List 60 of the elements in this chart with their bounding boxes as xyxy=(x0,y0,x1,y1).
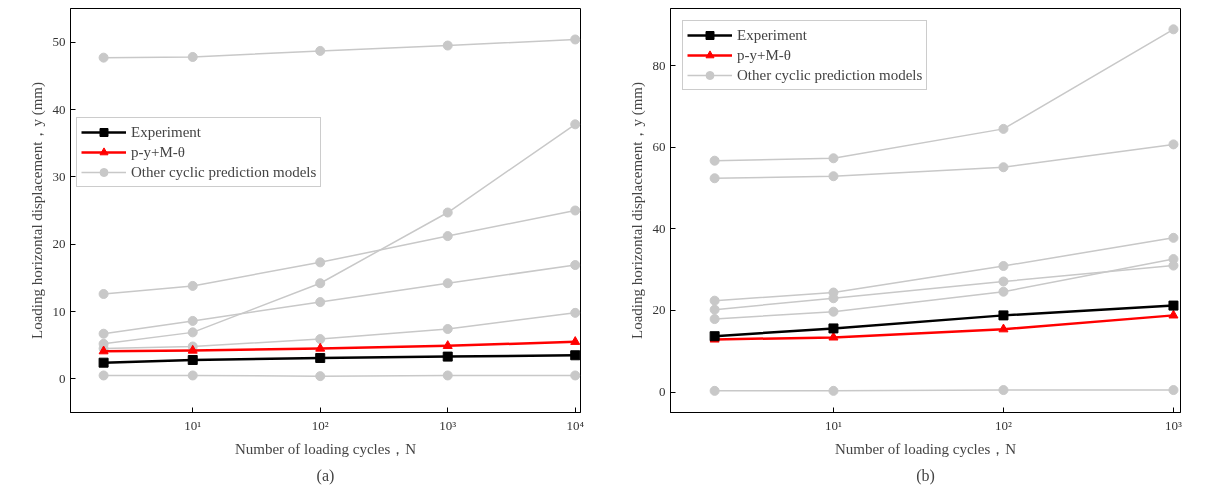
y-tick-label: 0 xyxy=(59,370,66,386)
point xyxy=(570,370,581,381)
point xyxy=(315,45,326,56)
y-tick-label: 50 xyxy=(52,34,66,50)
point xyxy=(187,327,198,338)
point xyxy=(570,205,581,216)
point xyxy=(442,351,453,362)
y-tick-label: 80 xyxy=(652,57,666,73)
x-tick-label: 10⁴ xyxy=(566,417,585,433)
point xyxy=(187,354,198,365)
y-tick-label: 40 xyxy=(652,220,666,236)
point xyxy=(315,257,326,268)
legend-label: Other cyclic prediction models xyxy=(131,163,317,181)
point xyxy=(442,40,453,51)
legend-label: Experiment xyxy=(737,26,807,44)
point xyxy=(442,324,453,334)
legend-label: Other cyclic prediction models xyxy=(737,66,923,84)
point xyxy=(315,352,326,363)
x-tick-label: 10³ xyxy=(1165,417,1183,433)
y-tick-label: 40 xyxy=(52,101,66,117)
point xyxy=(315,297,326,308)
x-tick-label: 10¹ xyxy=(825,417,843,433)
point xyxy=(187,51,198,62)
point xyxy=(442,207,453,218)
point xyxy=(570,336,581,345)
point xyxy=(187,315,198,326)
point xyxy=(570,260,581,271)
point xyxy=(442,370,453,381)
x-axis-title: Number of loading cycles，N xyxy=(834,440,1017,457)
point xyxy=(315,371,326,382)
point xyxy=(315,278,326,289)
point xyxy=(570,307,581,318)
point xyxy=(315,342,326,352)
y-axis-title: Loading horizontal displacement，y (mm) xyxy=(628,81,646,340)
x-axis-title: Number of loading cycles，N xyxy=(234,440,417,457)
y-tick-label: 60 xyxy=(652,139,666,155)
point xyxy=(570,119,581,130)
y-tick-label: 0 xyxy=(659,384,666,400)
point xyxy=(187,370,198,381)
point xyxy=(570,350,581,361)
x-tick-label: 10¹ xyxy=(184,417,202,433)
point xyxy=(442,278,453,289)
x-tick-label: 10² xyxy=(311,417,329,433)
x-tick-label: 10² xyxy=(995,417,1013,433)
y-tick-label: 20 xyxy=(52,236,66,252)
y-tick-label: 30 xyxy=(52,168,66,184)
point xyxy=(315,334,326,345)
text: (b) xyxy=(916,466,935,485)
text: (a) xyxy=(316,466,335,485)
y-tick-label: 10 xyxy=(52,303,66,319)
y-tick-label: 20 xyxy=(652,302,666,318)
x-tick-label: 10³ xyxy=(439,417,457,433)
point xyxy=(570,34,581,45)
y-axis-title: Loading horizontal displacement，y (mm) xyxy=(28,81,46,340)
legend-label: p-y+M-θ xyxy=(131,143,185,161)
legend-label: p-y+M-θ xyxy=(737,46,791,64)
point xyxy=(442,231,453,242)
point xyxy=(442,340,453,349)
point xyxy=(187,280,198,291)
legend-label: Experiment xyxy=(131,123,201,141)
